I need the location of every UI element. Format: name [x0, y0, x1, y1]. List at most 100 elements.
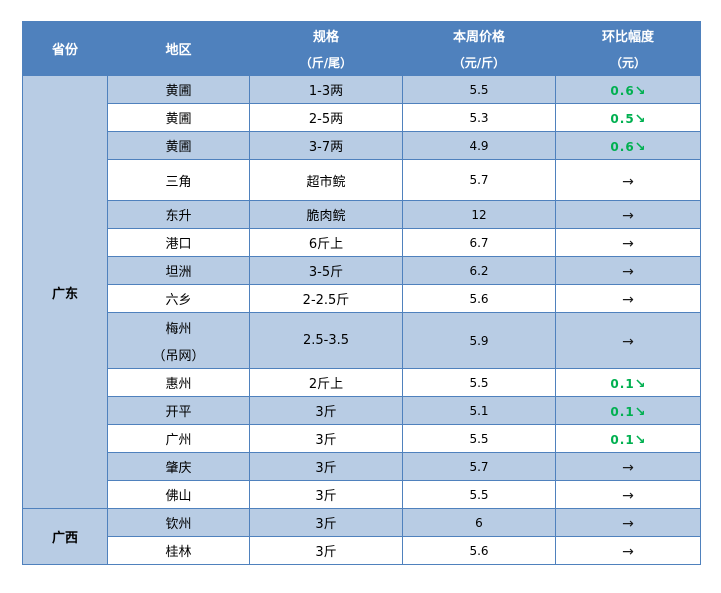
down-trend-arrow-icon: ↘ [634, 84, 646, 99]
table-row: 六乡 2-2.5斤 5.6 → [23, 284, 701, 313]
price-cell: 12 [402, 200, 556, 229]
region-cell: 坦洲 [107, 256, 250, 285]
header-row: 省份 地区 规格 （斤/尾） 本周价格 （元/斤） 环比幅度 （元） [22, 21, 701, 76]
region-cell: 黄圃 [107, 75, 250, 104]
region-cell: 黄圃 [107, 103, 250, 132]
region-cell: 惠州 [107, 368, 250, 397]
flat-trend-arrow-icon: → [622, 236, 634, 252]
region-cell: 开平 [107, 396, 250, 425]
header-region: 地区 [107, 21, 250, 76]
header-province: 省份 [22, 21, 108, 76]
change-cell: → [555, 200, 701, 229]
price-cell: 6.2 [402, 256, 556, 285]
spec-cell: 3-7两 [249, 131, 403, 160]
change-cell: 0.1↘ [555, 424, 701, 453]
region-cell: 肇庆 [107, 452, 250, 481]
table-row: 黄圃 3-7两 4.9 0.6↘ [23, 131, 701, 160]
region-cell: 钦州 [107, 508, 250, 537]
price-cell: 5.3 [402, 103, 556, 132]
change-value: 0.1 [610, 377, 635, 391]
spec-cell: 3斤 [249, 508, 403, 537]
change-cell: 0.1↘ [555, 396, 701, 425]
header-price: 本周价格 （元/斤） [402, 21, 556, 76]
table-row: 广西 钦州 3斤 6 → [22, 508, 701, 565]
table-row: 广东 黄圃 1-3两 5.5 0.6↘ [22, 75, 701, 509]
flat-trend-arrow-icon: → [622, 264, 634, 280]
flat-trend-arrow-icon: → [622, 292, 634, 308]
table-row: 佛山 3斤 5.5 → [23, 480, 701, 509]
price-cell: 4.9 [402, 131, 556, 160]
change-cell: → [555, 312, 701, 369]
spec-cell: 1-3两 [249, 75, 403, 104]
price-cell: 5.6 [402, 536, 556, 565]
change-value: 0.1 [610, 405, 635, 419]
flat-trend-arrow-icon: → [622, 544, 634, 560]
spec-cell: 2.5-3.5 [249, 312, 403, 369]
table-row: 坦洲 3-5斤 6.2 → [23, 256, 701, 285]
spec-cell: 2-2.5斤 [249, 284, 403, 313]
price-cell: 5.9 [402, 312, 556, 369]
flat-trend-arrow-icon: → [622, 208, 634, 224]
price-cell: 5.5 [402, 480, 556, 509]
down-trend-arrow-icon: ↘ [634, 433, 646, 448]
down-trend-arrow-icon: ↘ [634, 112, 646, 127]
region-cell: 桂林 [107, 536, 250, 565]
price-cell: 5.6 [402, 284, 556, 313]
flat-trend-arrow-icon: → [622, 488, 634, 504]
change-cell: → [555, 284, 701, 313]
change-value: 0.5 [610, 112, 635, 126]
header-change: 环比幅度 （元） [555, 21, 701, 76]
flat-trend-arrow-icon: → [622, 334, 634, 350]
change-cell: 0.6↘ [555, 75, 701, 104]
price-cell: 5.7 [402, 159, 556, 201]
change-cell: → [555, 228, 701, 257]
spec-cell: 超市鲩 [249, 159, 403, 201]
change-cell: → [555, 159, 701, 201]
table-row: 开平 3斤 5.1 0.1↘ [23, 396, 701, 425]
change-value: 0.1 [610, 433, 635, 447]
flat-trend-arrow-icon: → [622, 516, 634, 532]
spec-cell: 2-5两 [249, 103, 403, 132]
region-cell: 黄圃 [107, 131, 250, 160]
spec-cell: 3斤 [249, 396, 403, 425]
spec-cell: 脆肉鲩 [249, 200, 403, 229]
spec-cell: 3-5斤 [249, 256, 403, 285]
price-cell: 6.7 [402, 228, 556, 257]
down-trend-arrow-icon: ↘ [634, 405, 646, 420]
change-cell: 0.5↘ [555, 103, 701, 132]
region-cell: 梅州 （吊网） [107, 312, 250, 369]
price-cell: 5.5 [402, 368, 556, 397]
change-cell: → [555, 536, 701, 565]
table-header: 省份 地区 规格 （斤/尾） 本周价格 （元/斤） 环比幅度 （元） [22, 21, 701, 76]
change-value: 0.6 [610, 140, 635, 154]
region-cell: 东升 [107, 200, 250, 229]
price-cell: 6 [402, 508, 556, 537]
change-cell: 0.6↘ [555, 131, 701, 160]
province-cell-guangxi: 广西 [22, 508, 108, 565]
spec-cell: 3斤 [249, 452, 403, 481]
table-row: 港口 6斤上 6.7 → [23, 228, 701, 257]
region-cell: 六乡 [107, 284, 250, 313]
spec-cell: 3斤 [249, 424, 403, 453]
spec-cell: 3斤 [249, 480, 403, 509]
table-row: 梅州 （吊网） 2.5-3.5 5.9 → [23, 312, 701, 369]
price-cell: 5.1 [402, 396, 556, 425]
region-cell: 港口 [107, 228, 250, 257]
fish-price-table-wrap: 省份 地区 规格 （斤/尾） 本周价格 （元/斤） 环比幅度 （元） 广东 黄圃 1-… [22, 21, 701, 565]
flat-trend-arrow-icon: → [622, 460, 634, 476]
province-cell-guangdong: 广东 [22, 75, 108, 509]
spec-cell: 2斤上 [249, 368, 403, 397]
change-cell: → [555, 452, 701, 481]
table-row: 黄圃 2-5两 5.3 0.5↘ [23, 103, 701, 132]
price-cell: 5.5 [402, 424, 556, 453]
fish-price-table: 省份 地区 规格 （斤/尾） 本周价格 （元/斤） 环比幅度 （元） 广东 黄圃 1-… [22, 21, 701, 565]
change-cell: → [555, 256, 701, 285]
spec-cell: 3斤 [249, 536, 403, 565]
change-cell: → [555, 508, 701, 537]
region-cell: 佛山 [107, 480, 250, 509]
change-cell: 0.1↘ [555, 368, 701, 397]
down-trend-arrow-icon: ↘ [634, 377, 646, 392]
region-cell: 广州 [107, 424, 250, 453]
table-row: 桂林 3斤 5.6 → [23, 536, 701, 565]
price-cell: 5.5 [402, 75, 556, 104]
